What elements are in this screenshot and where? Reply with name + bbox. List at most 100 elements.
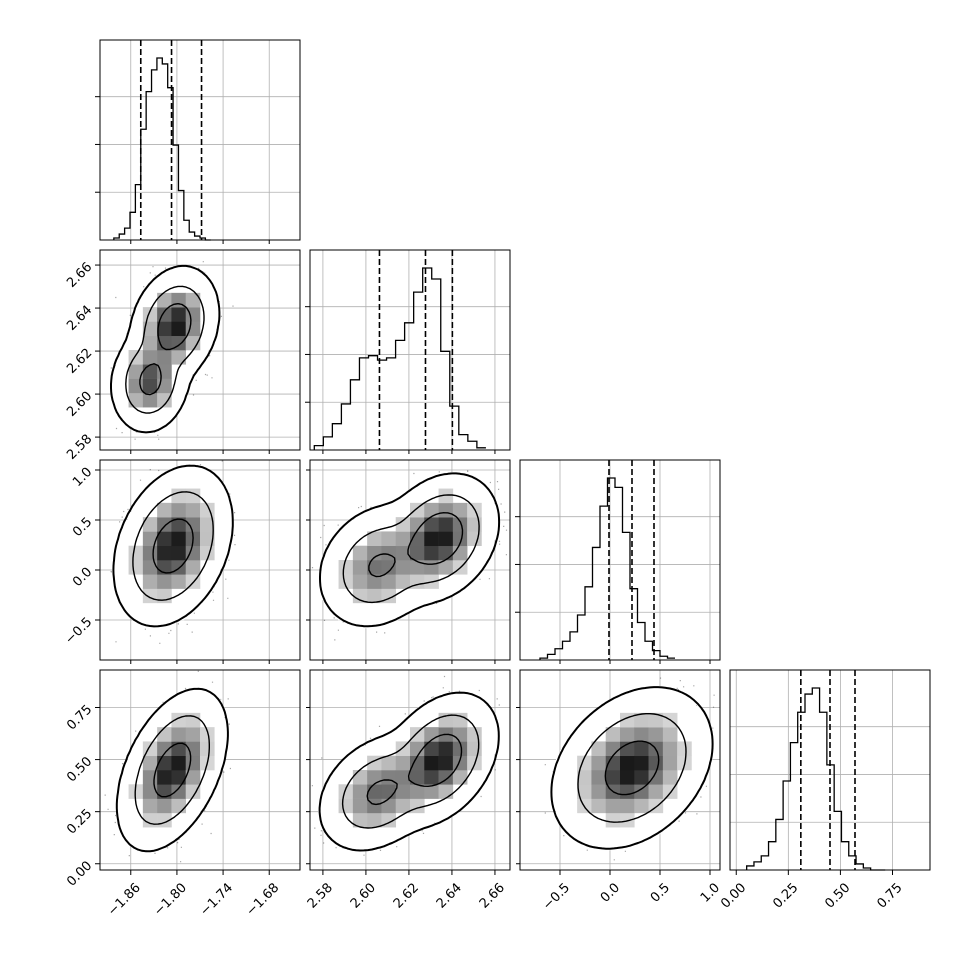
y-tick-label-1-1: 2.60 — [64, 389, 95, 420]
joint-content-2-3 — [520, 670, 720, 870]
density-cell-1-2-10-10 — [452, 502, 468, 518]
density-cell-1-3-7-6 — [410, 770, 425, 785]
density-cell-0-3-3-5 — [142, 784, 158, 799]
density-cell-0-2-5-8 — [171, 531, 187, 547]
histogram-frame-1 — [309, 249, 511, 451]
density-cell-0-1-4-3 — [157, 392, 172, 408]
joint-frame-1-3 — [309, 669, 511, 871]
density-cell-1-3-9-6 — [438, 770, 454, 785]
density-cell-2-3-8-9 — [634, 727, 649, 742]
density-cell-2-3-5-4 — [591, 798, 607, 814]
density-cell-0-1-3-8 — [142, 321, 158, 337]
histogram-panel-0 — [95, 39, 301, 241]
density-cell-1-3-6-5 — [395, 784, 411, 799]
joint-frame-0-2 — [99, 459, 301, 661]
y-tick-label-1-3: 2.64 — [64, 303, 95, 334]
density-cell-0-3-7-8 — [200, 741, 215, 757]
y-tick-label-2-3: 1.0 — [70, 465, 95, 490]
density-cell-0-2-4-8 — [157, 531, 172, 547]
density-cell-1-2-7-6 — [410, 560, 425, 575]
density-cell-0-1-6-10 — [185, 292, 201, 308]
density-cell-0-2-4-4 — [157, 588, 172, 604]
y-tick-label-3-2: 0.50 — [64, 754, 95, 785]
density-cell-0-3-6-7 — [185, 755, 201, 771]
density-cell-2-3-7-3 — [620, 812, 635, 828]
histogram-step-3 — [746, 687, 886, 871]
density-cell-0-3-7-9 — [200, 727, 215, 742]
density-cell-1-2-4-5 — [367, 574, 382, 589]
density-cell-1-3-7-9 — [410, 727, 425, 742]
density-cell-0-2-5-5 — [171, 574, 187, 589]
joint-frame-2-3 — [519, 669, 721, 871]
y-tick-label-3-3: 0.75 — [64, 702, 95, 733]
density-cell-1-2-8-6 — [424, 560, 439, 575]
density-cell-1-2-5-8 — [381, 531, 397, 547]
density-cell-0-2-6-6 — [185, 560, 201, 575]
density-cell-1-3-8-7 — [424, 755, 439, 771]
density-cell-0-2-6-10 — [185, 502, 201, 518]
joint-content-1-3 — [310, 670, 510, 870]
contour-line-1-3-1 — [341, 714, 480, 829]
density-cell-0-2-4-5 — [157, 574, 172, 589]
density-cell-2-3-6-6 — [605, 770, 621, 785]
x-tick-label-1-4: 2.66 — [477, 880, 508, 911]
x-tick-label-0-1: −1.80 — [151, 880, 190, 919]
density-cell-2-3-9-9 — [648, 727, 664, 742]
density-cell-0-2-3-6 — [142, 560, 158, 575]
density-cell-1-2-10-8 — [452, 531, 468, 547]
density-cell-1-2-9-6 — [438, 560, 454, 575]
density-cell-1-2-4-6 — [367, 560, 382, 575]
density-cell-2-3-11-8 — [677, 741, 692, 757]
density-cell-0-2-3-7 — [142, 545, 158, 561]
density-cell-1-3-7-7 — [410, 755, 425, 771]
density-cell-1-2-9-8 — [438, 531, 454, 547]
contour-line-1-2-1 — [342, 494, 480, 604]
density-cell-2-3-5-6 — [591, 770, 607, 785]
density-cell-0-1-3-3 — [142, 392, 158, 408]
density-cell-0-1-5-9 — [171, 307, 187, 322]
contour-line-0-1-2 — [110, 264, 221, 434]
density-cell-0-1-4-6 — [157, 350, 172, 365]
density-cell-0-3-6-6 — [185, 770, 201, 785]
density-cell-2-3-6-7 — [605, 755, 621, 771]
x-tick-label-0-3: −1.68 — [243, 880, 282, 919]
density-cell-0-3-3-4 — [142, 798, 158, 814]
density-cell-1-2-6-8 — [395, 531, 411, 547]
density-cell-2-3-7-6 — [620, 770, 635, 785]
density-cell-1-2-9-9 — [438, 517, 454, 532]
density-cell-2-3-9-10 — [648, 712, 664, 728]
density-cell-0-1-4-8 — [157, 321, 172, 337]
density-cell-1-3-10-10 — [452, 712, 468, 728]
joint-panel-1-3 — [309, 669, 511, 871]
joint-panel-1-2 — [309, 459, 511, 661]
histogram-step-2 — [539, 477, 675, 660]
density-cell-2-3-8-4 — [634, 798, 649, 814]
density-cell-1-3-11-9 — [467, 727, 482, 742]
density-cell-1-3-11-8 — [467, 741, 482, 757]
density-cell-2-3-9-6 — [648, 770, 664, 785]
density-cell-1-3-4-3 — [367, 812, 382, 828]
density-cell-1-2-6-6 — [395, 560, 411, 575]
density-cell-0-3-5-9 — [171, 727, 187, 742]
density-cell-0-2-3-8 — [142, 531, 158, 547]
density-cell-0-1-4-10 — [157, 292, 172, 308]
density-cell-2-3-7-4 — [620, 798, 635, 814]
contour-line-1-3-0 — [366, 733, 463, 806]
density-cell-1-2-11-8 — [467, 531, 482, 547]
joint-panel-0-2 — [99, 459, 301, 661]
density-cell-0-2-5-11 — [171, 488, 187, 504]
x-tick-label-3-1: 0.25 — [770, 880, 801, 911]
contour-line-0-2-2 — [112, 464, 234, 628]
density-cell-1-3-5-4 — [381, 798, 397, 814]
x-tick-label-2-0: −0.5 — [540, 880, 573, 913]
density-cell-1-2-6-7 — [395, 545, 411, 561]
density-cell-2-3-5-7 — [591, 755, 607, 771]
density-cell-1-2-8-10 — [424, 502, 439, 518]
density-cell-2-3-5-5 — [591, 784, 607, 799]
density-cell-1-3-5-7 — [381, 755, 397, 771]
density-cell-0-2-3-5 — [142, 574, 158, 589]
density-cell-1-2-9-10 — [438, 502, 454, 518]
density-cell-1-2-3-6 — [352, 560, 368, 575]
density-cell-1-3-6-4 — [395, 798, 411, 814]
density-cell-0-2-4-10 — [157, 502, 172, 518]
